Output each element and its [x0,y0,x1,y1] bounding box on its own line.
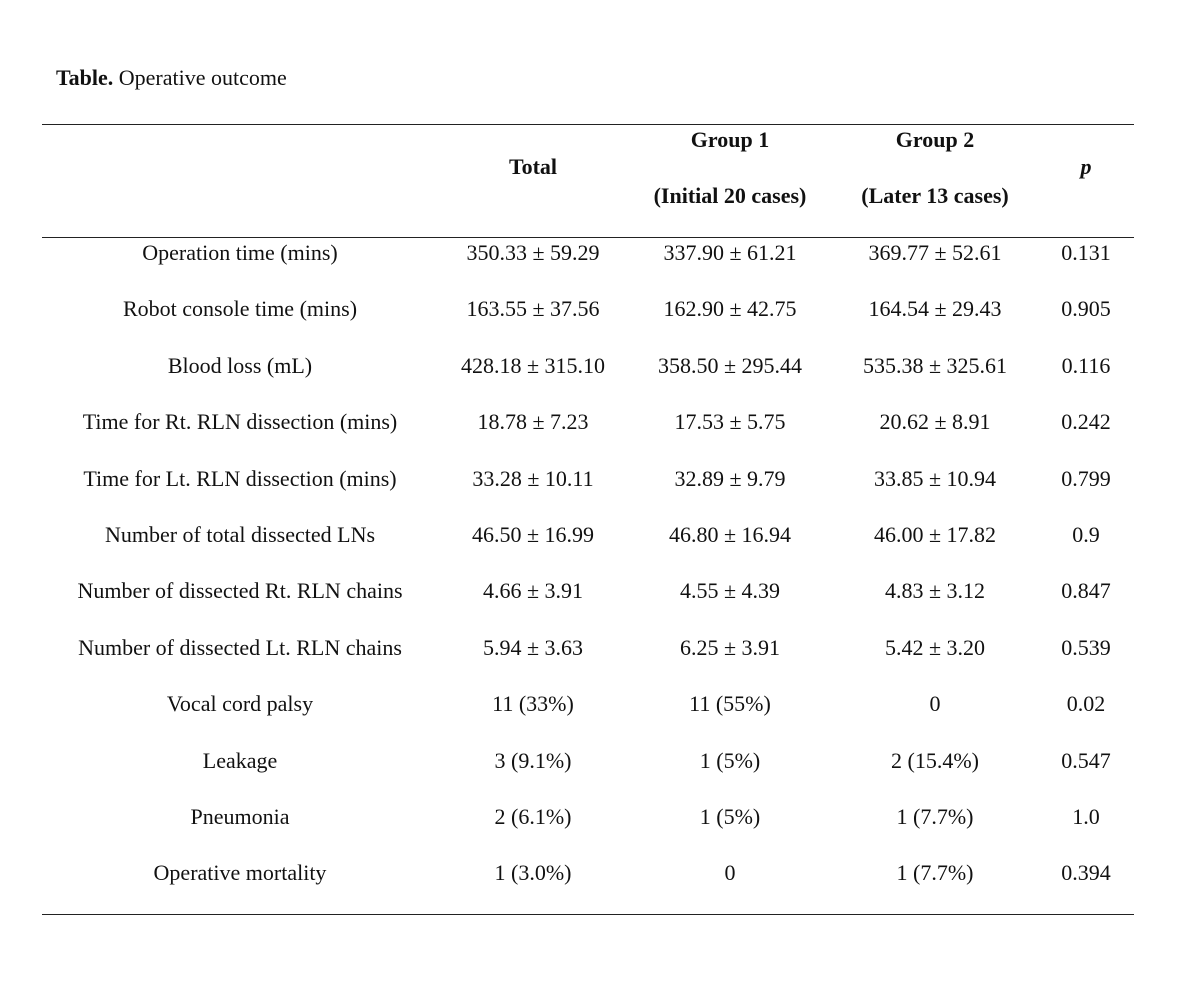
row-label: Time for Rt. RLN dissection (mins) [82,409,398,435]
cell-total: 3 (9.1%) [494,747,572,773]
cell-group1: 17.53 ± 5.75 [674,409,786,435]
row-label: Operative mortality [153,860,327,886]
header-group2-title: Group 2 [895,127,975,152]
cell-total: 5.94 ± 3.63 [482,634,584,660]
table-caption: Table. Operative outcome [56,64,287,92]
cell-total: 18.78 ± 7.23 [477,409,589,435]
header-group1-subtitle: (Initial 20 cases) [653,183,807,208]
table-row: Blood loss (mL) 428.18 ± 315.10 358.50 ±… [42,338,1134,394]
header-p-value: p [1038,125,1134,237]
cell-p-value: 0.905 [1061,296,1111,322]
header-group1-title: Group 1 [690,127,770,152]
cell-p-value: 0.131 [1061,240,1111,265]
cell-group1: 6.25 ± 3.91 [679,634,781,660]
table-body: Operation time (mins) 350.33 ± 59.29 337… [42,225,1134,902]
table-row: Time for Rt. RLN dissection (mins) 18.78… [42,394,1134,450]
table-header: Total Group 1 (Initial 20 cases) Group 2… [42,125,1134,237]
table-row: Operative mortality 1 (3.0%) 0 1 (7.7%) … [42,845,1134,901]
cell-total: 33.28 ± 10.11 [472,465,594,491]
row-label: Leakage [202,747,278,773]
table-header-rule [42,237,1134,238]
table-row: Operation time (mins) 350.33 ± 59.29 337… [42,225,1134,281]
table-row: Number of dissected Rt. RLN chains 4.66 … [42,563,1134,619]
cell-group2: 1 (7.7%) [896,803,974,829]
header-group2-subtitle: (Later 13 cases) [861,183,1009,208]
header-total: Total [438,125,628,237]
cell-group1: 1 (5%) [699,803,761,829]
caption-title: Operative outcome [118,65,287,90]
table-row: Vocal cord palsy 11 (33%) 11 (55%) 0 0.0… [42,676,1134,732]
row-label: Operation time (mins) [142,240,338,265]
cell-total: 4.66 ± 3.91 [482,578,584,604]
cell-group2: 535.38 ± 325.61 [862,352,1008,378]
cell-group2: 4.83 ± 3.12 [884,578,986,604]
cell-group2: 5.42 ± 3.20 [884,634,986,660]
cell-group1: 337.90 ± 61.21 [663,240,797,265]
cell-group1: 162.90 ± 42.75 [663,296,797,322]
row-label: Vocal cord palsy [166,691,314,717]
row-label: Pneumonia [190,803,290,829]
caption-label: Table. [56,65,114,90]
cell-p-value: 0.799 [1061,465,1111,491]
cell-group1: 11 (55%) [689,691,771,717]
header-group2: Group 2 (Later 13 cases) [832,125,1038,237]
cell-p-value: 0.547 [1061,747,1111,773]
cell-group2: 2 (15.4%) [891,747,979,773]
header-total-label: Total [508,154,558,179]
cell-group1: 0 [724,860,736,886]
cell-p-value: 0.02 [1066,691,1106,717]
table-row: Number of dissected Lt. RLN chains 5.94 … [42,620,1134,676]
cell-group2: 164.54 ± 29.43 [868,296,1002,322]
cell-group1: 4.55 ± 4.39 [679,578,781,604]
row-label: Number of dissected Lt. RLN chains [78,634,402,660]
cell-group2: 369.77 ± 52.61 [868,240,1002,265]
table-row: Pneumonia 2 (6.1%) 1 (5%) 1 (7.7%) 1.0 [42,789,1134,845]
table-row: Leakage 3 (9.1%) 1 (5%) 2 (15.4%) 0.547 [42,733,1134,789]
table-top-rule [42,124,1134,125]
cell-total: 46.50 ± 16.99 [471,521,595,547]
row-label: Time for Lt. RLN dissection (mins) [83,465,397,491]
header-blank [42,125,438,237]
cell-p-value: 0.242 [1061,409,1111,435]
cell-group2: 20.62 ± 8.91 [879,409,991,435]
cell-p-value: 0.9 [1072,521,1100,547]
cell-p-value: 0.847 [1061,578,1111,604]
cell-group2: 1 (7.7%) [896,860,974,886]
cell-p-value: 0.539 [1061,634,1111,660]
cell-group1: 358.50 ± 295.44 [657,352,803,378]
row-label: Blood loss (mL) [167,352,313,378]
row-label: Number of total dissected LNs [104,521,376,547]
cell-group1: 46.80 ± 16.94 [668,521,792,547]
table-row: Robot console time (mins) 163.55 ± 37.56… [42,281,1134,337]
cell-total: 428.18 ± 315.10 [460,352,606,378]
cell-total: 1 (3.0%) [494,860,572,886]
header-p-label: p [1080,154,1092,179]
cell-group2: 33.85 ± 10.94 [873,465,997,491]
cell-group2: 0 [929,691,941,717]
row-label: Robot console time (mins) [122,296,358,322]
cell-total: 163.55 ± 37.56 [466,296,600,322]
cell-p-value: 1.0 [1072,803,1100,829]
cell-p-value: 0.394 [1061,860,1111,886]
cell-group1: 1 (5%) [699,747,761,773]
table-row: Time for Lt. RLN dissection (mins) 33.28… [42,451,1134,507]
header-group1: Group 1 (Initial 20 cases) [628,125,832,237]
cell-p-value: 0.116 [1061,352,1111,378]
cell-total: 11 (33%) [492,691,574,717]
table-row: Number of total dissected LNs 46.50 ± 16… [42,507,1134,563]
cell-group1: 32.89 ± 9.79 [674,465,786,491]
cell-group2: 46.00 ± 17.82 [873,521,997,547]
table-bottom-rule [42,914,1134,915]
cell-total: 350.33 ± 59.29 [466,240,600,265]
row-label: Number of dissected Rt. RLN chains [77,578,403,604]
cell-total: 2 (6.1%) [494,803,572,829]
